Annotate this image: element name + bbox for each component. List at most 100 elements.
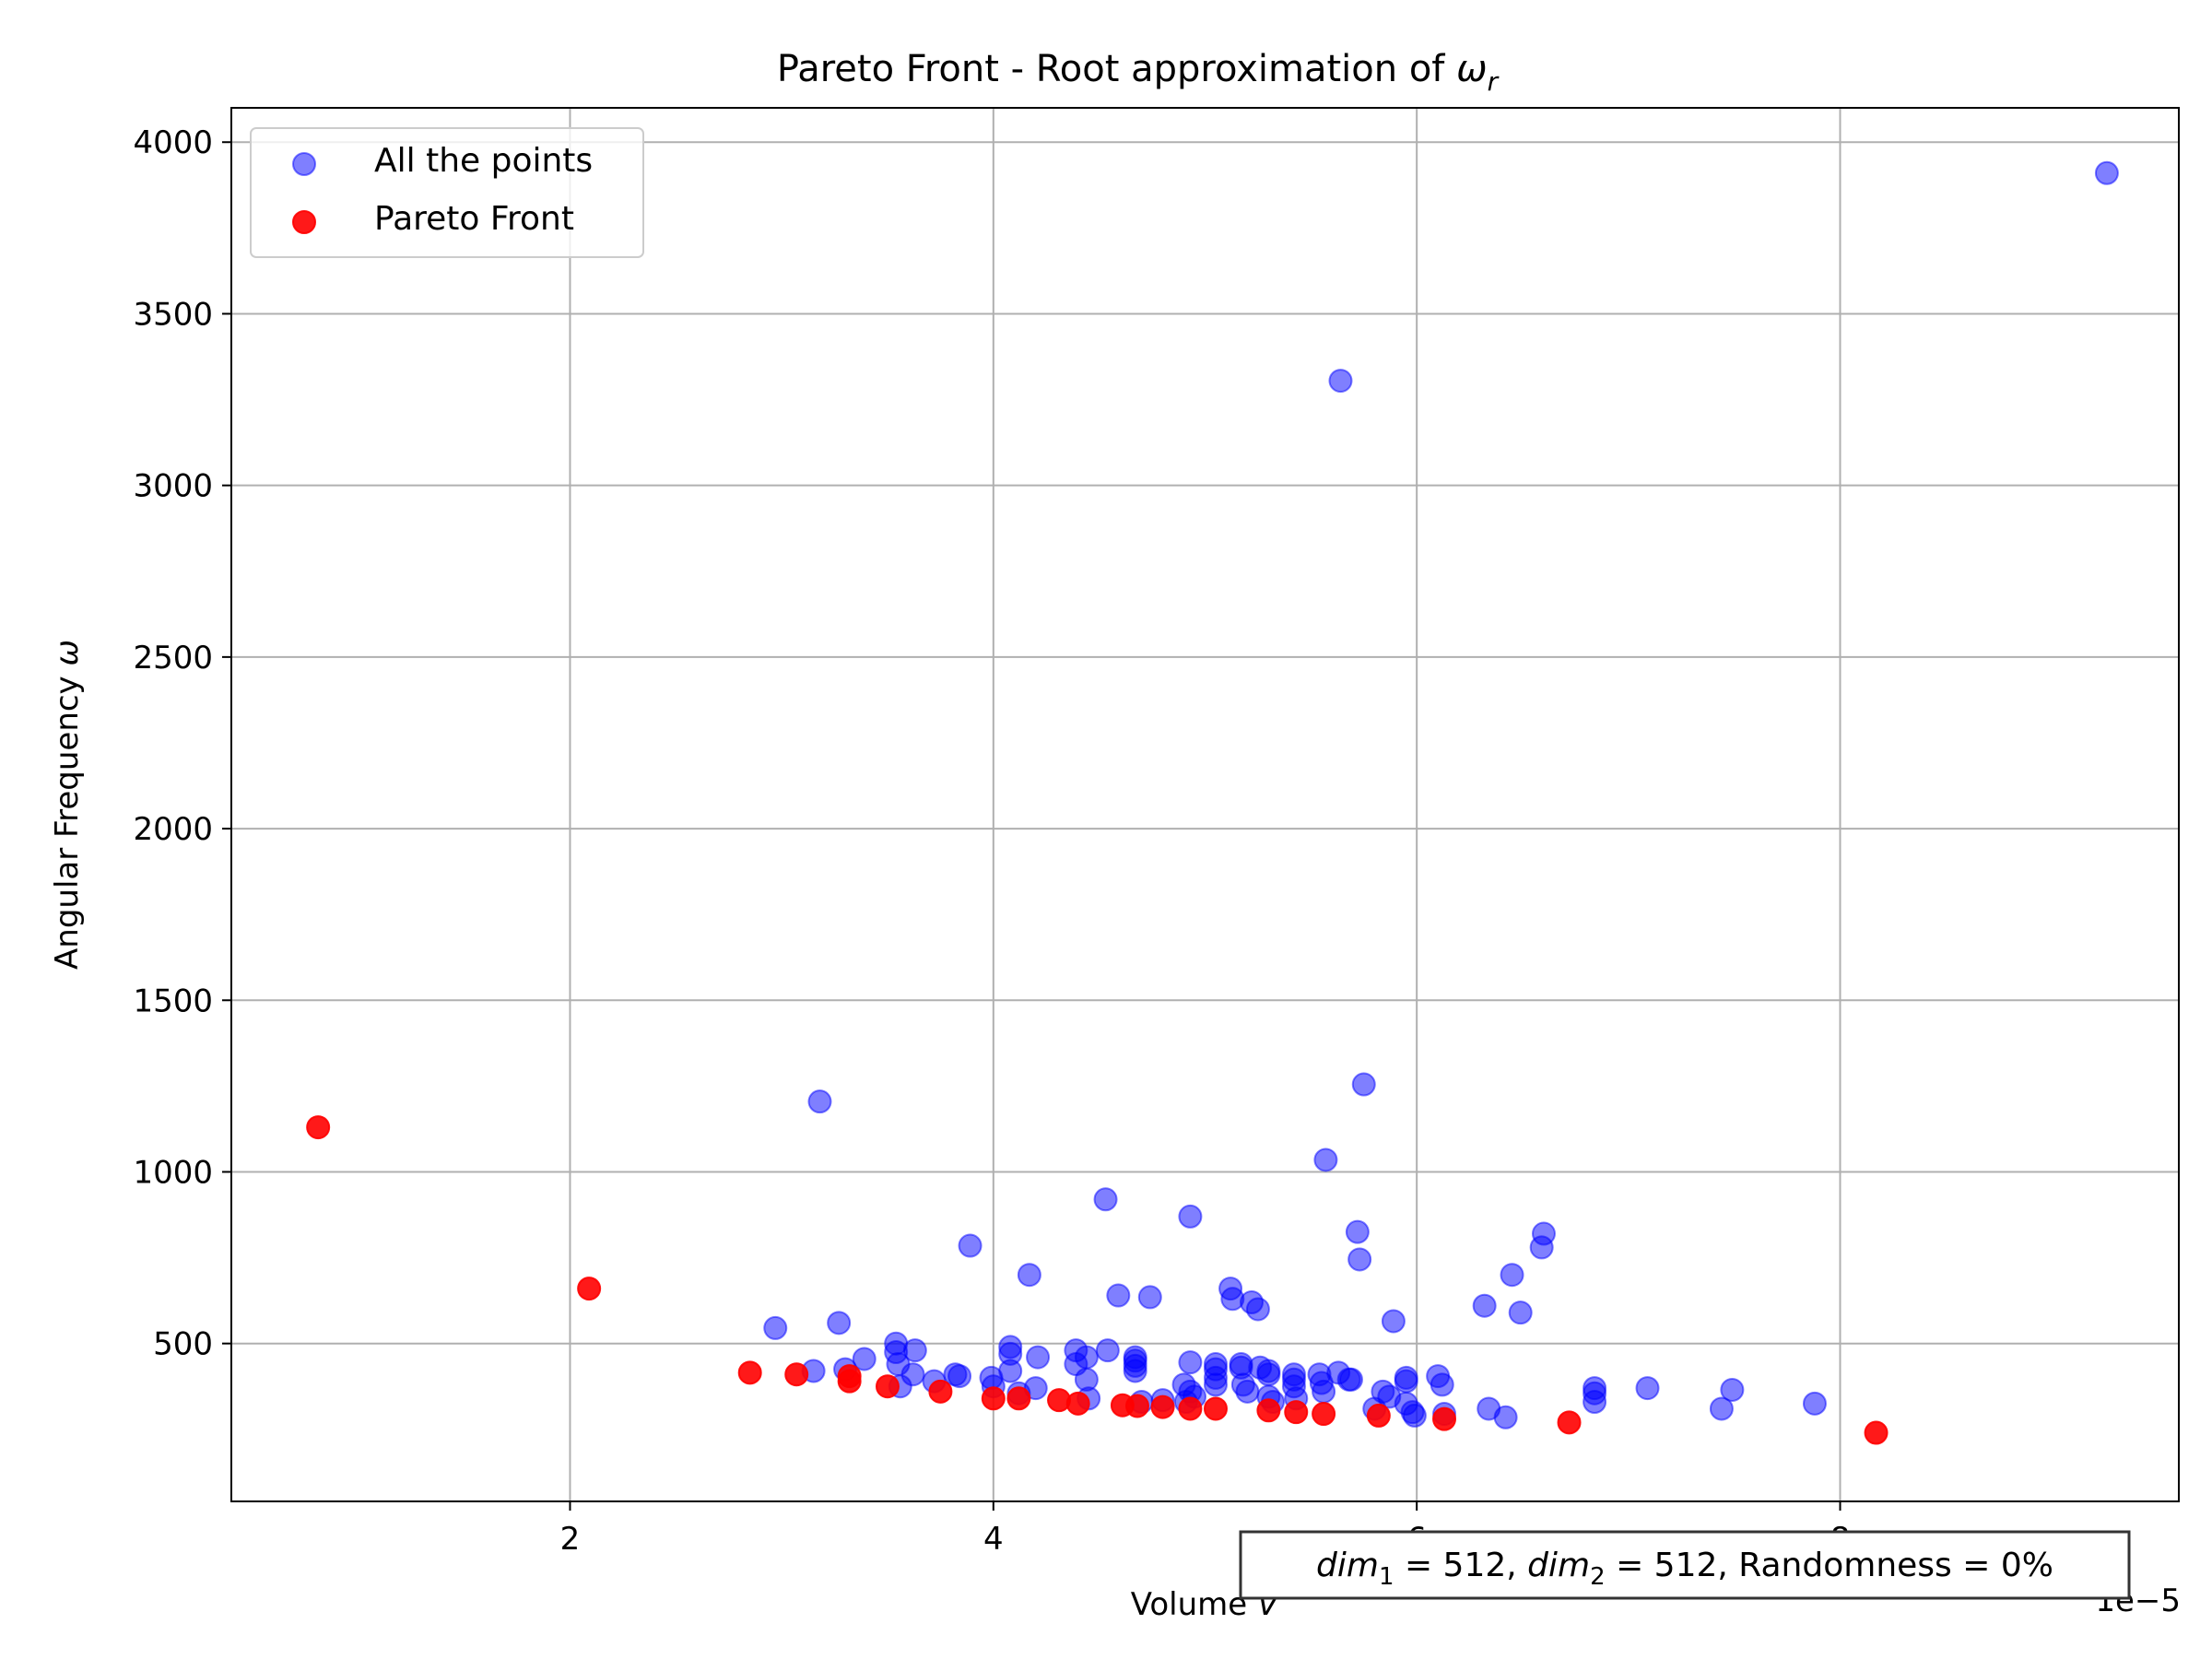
data-point: [1338, 1367, 1363, 1392]
y-axis-label-text: Angular Frequency: [49, 666, 86, 970]
pareto-point: [784, 1362, 809, 1387]
y-tick-label: 3000: [133, 468, 213, 505]
series-pareto-front: [306, 1115, 1888, 1445]
pareto-point: [1432, 1406, 1457, 1431]
plot-area-frame: [230, 107, 2180, 1502]
data-point: [1402, 1403, 1427, 1428]
legend-box: [250, 127, 644, 258]
y-tick-label: 4000: [133, 124, 213, 161]
data-point: [1493, 1405, 1518, 1430]
data-point: [900, 1362, 925, 1387]
pareto-point: [1256, 1398, 1281, 1423]
annotation-box: [1239, 1530, 2131, 1600]
data-point: [1313, 1147, 1338, 1172]
legend: All the points Pareto Front: [250, 127, 644, 258]
annotation-dim1-value: = 512,: [1394, 1547, 1528, 1584]
data-point: [1328, 369, 1353, 394]
data-point: [1093, 1187, 1118, 1212]
data-point: [1178, 1350, 1203, 1375]
x-tick-label: 2: [560, 1521, 581, 1558]
y-tick-label: 2500: [133, 640, 213, 677]
data-point: [1137, 1285, 1162, 1310]
data-point: [902, 1338, 927, 1363]
data-point: [1802, 1391, 1827, 1416]
annotation-dim2-sub: 2: [1590, 1563, 1606, 1591]
data-point: [1203, 1372, 1228, 1397]
y-tick-label: 500: [153, 1326, 213, 1363]
gridlines: [231, 108, 2179, 1501]
annotation-text: dim1 = 512, dim2 = 512, Randomness = 0%: [1316, 1547, 2053, 1591]
data-point: [827, 1311, 852, 1335]
pareto-point: [1178, 1396, 1203, 1421]
pareto-point: [1557, 1410, 1582, 1435]
data-point: [1508, 1300, 1533, 1325]
y-tick-label: 1000: [133, 1154, 213, 1191]
legend-label-all-points: All the points: [374, 142, 593, 180]
y-tick-label: 1500: [133, 982, 213, 1019]
data-point: [1235, 1379, 1260, 1404]
data-point: [1394, 1369, 1418, 1394]
data-point: [1529, 1235, 1554, 1260]
data-point: [1430, 1372, 1454, 1397]
pareto-point: [981, 1386, 1006, 1411]
annotation-dim1-sub: 1: [1379, 1563, 1394, 1591]
y-tick-label: 3500: [133, 296, 213, 333]
data-point: [998, 1359, 1023, 1383]
data-point: [1635, 1376, 1660, 1401]
chart-title-text: Pareto Front - Root approximation of: [777, 48, 1456, 90]
data-point: [1720, 1377, 1745, 1402]
data-point: [1381, 1309, 1406, 1334]
legend-label-pareto-front: Pareto Front: [374, 200, 574, 238]
pareto-point: [1366, 1403, 1391, 1428]
legend-marker-all-points: [292, 152, 316, 176]
data-point: [1709, 1396, 1734, 1421]
data-point: [958, 1233, 982, 1258]
annotation-dim1-name: dim: [1316, 1547, 1379, 1584]
data-point: [2094, 160, 2119, 185]
data-point: [1583, 1390, 1607, 1414]
scatter-points: [306, 160, 2119, 1445]
data-point: [947, 1364, 972, 1389]
pareto-point: [1312, 1402, 1336, 1427]
data-point: [807, 1089, 832, 1114]
data-point: [1123, 1359, 1147, 1383]
data-point: [1106, 1283, 1131, 1308]
data-point: [1345, 1219, 1370, 1244]
annotation-dim2-name: dim: [1527, 1547, 1590, 1584]
data-point: [1017, 1263, 1041, 1288]
x-axis-label: Volume V: [1131, 1586, 1281, 1623]
pareto-point: [1150, 1394, 1175, 1419]
data-point: [1245, 1297, 1270, 1322]
chart-title-subscript: r: [1488, 66, 1500, 97]
data-point: [1256, 1362, 1281, 1387]
data-point: [1347, 1247, 1372, 1272]
data-point: [763, 1315, 788, 1340]
chart-title: Pareto Front - Root approximation of ωr: [777, 48, 1500, 97]
data-point: [1351, 1072, 1376, 1097]
data-point: [1095, 1338, 1120, 1363]
pareto-point: [577, 1277, 602, 1301]
pareto-point: [306, 1115, 331, 1140]
pareto-point: [1065, 1391, 1090, 1416]
x-axis-label-text: Volume: [1131, 1586, 1257, 1623]
annotation: dim1 = 512, dim2 = 512, Randomness = 0%: [1239, 1530, 2131, 1600]
data-point: [1500, 1263, 1524, 1288]
y-axis-label-symbol: ω: [49, 640, 86, 665]
pareto-point: [1006, 1386, 1031, 1411]
x-tick-label: 4: [983, 1521, 1004, 1558]
pareto-point: [1203, 1396, 1228, 1421]
data-point: [852, 1347, 877, 1371]
data-point: [1178, 1204, 1203, 1229]
data-point: [1026, 1345, 1051, 1370]
pareto-point: [837, 1369, 862, 1394]
data-point: [1312, 1379, 1336, 1404]
pareto-point: [1125, 1394, 1150, 1418]
y-axis-label: Angular Frequency ω: [49, 640, 86, 970]
chart-title-symbol: ω: [1456, 48, 1488, 90]
y-tick-label: 2000: [133, 811, 213, 848]
pareto-point: [1864, 1420, 1888, 1445]
data-point: [1074, 1345, 1099, 1370]
pareto-point: [875, 1374, 900, 1399]
pareto-point: [737, 1360, 762, 1385]
